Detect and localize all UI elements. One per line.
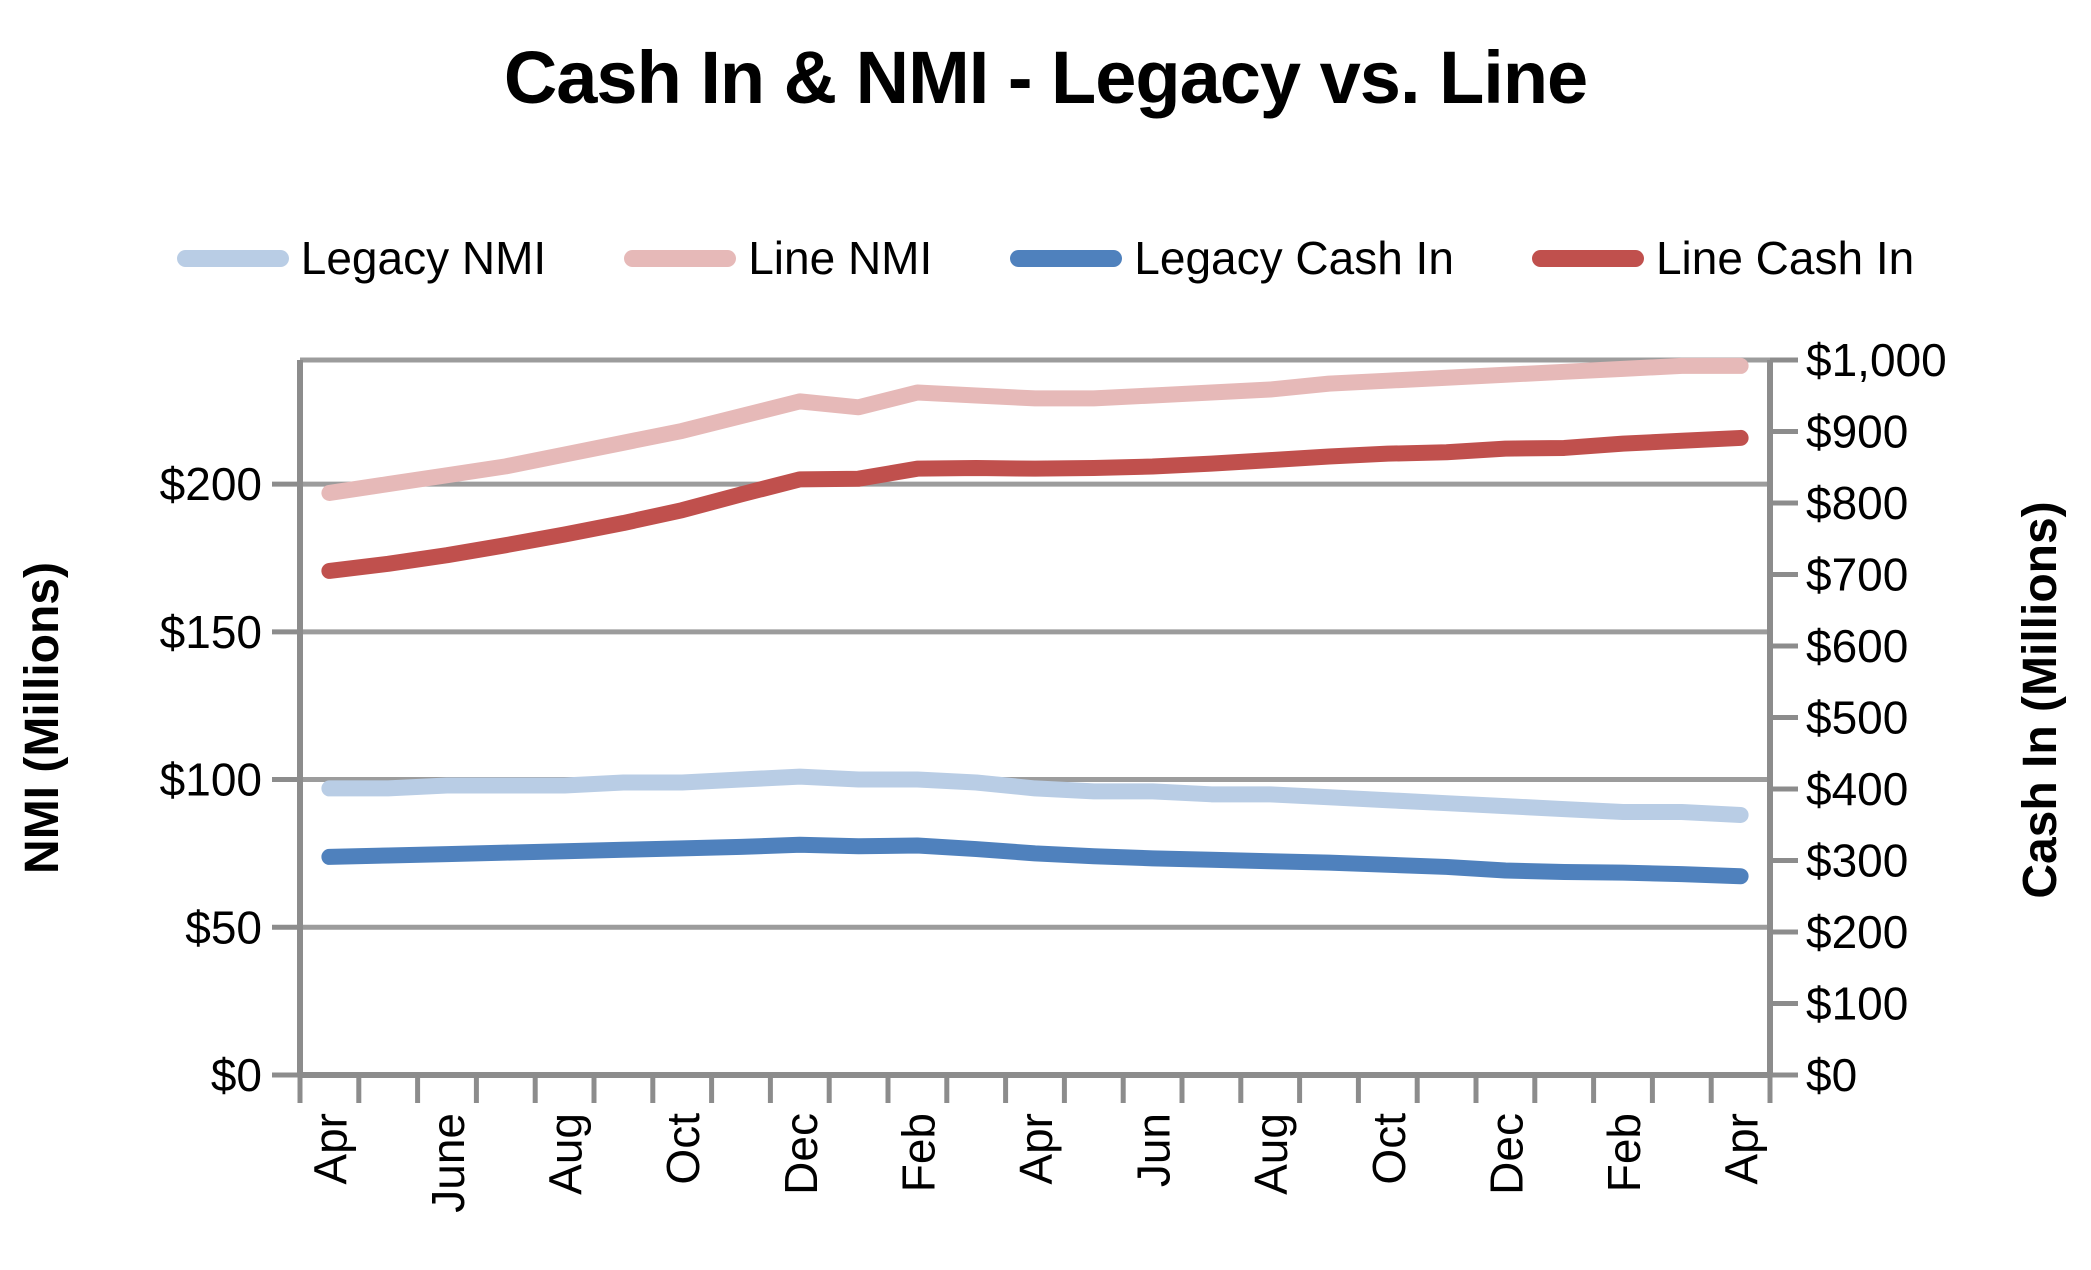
legend-marker-legacy-nmi bbox=[176, 249, 289, 267]
right-tick-label-600: $600 bbox=[1806, 620, 1908, 672]
legend-item-legacy-cash-in: Legacy Cash In bbox=[1010, 231, 1454, 285]
x-tick-label-12: Apr bbox=[1010, 1113, 1062, 1185]
legend-label: Line Cash In bbox=[1655, 232, 1915, 284]
right-tick-label-100: $100 bbox=[1806, 978, 1908, 1030]
left-tick-label-0: $0 bbox=[211, 1049, 262, 1101]
x-tick-label-20: Dec bbox=[1480, 1113, 1532, 1195]
x-tick-label-10: Feb bbox=[892, 1113, 944, 1192]
legend-item-line-cash-in: Line Cash In bbox=[1531, 231, 1915, 285]
axes-layer bbox=[272, 357, 1798, 1103]
right-tick-label-1000: $1,000 bbox=[1806, 334, 1947, 386]
x-tick-label-24: Apr bbox=[1716, 1113, 1768, 1185]
chart-legend: Legacy NMI Line NMI Legacy Cash In Line Cas… bbox=[0, 218, 2091, 298]
left-axis-title: NMI (Millions) bbox=[16, 562, 69, 874]
x-tick-label-18: Oct bbox=[1363, 1113, 1415, 1185]
left-tick-label-100: $100 bbox=[160, 754, 262, 806]
x-tick-label-8: Dec bbox=[775, 1113, 827, 1195]
legend-item-line-nmi: Line NMI bbox=[624, 231, 932, 285]
right-tick-label-300: $300 bbox=[1806, 835, 1908, 887]
x-tick-label-16: Aug bbox=[1245, 1113, 1297, 1195]
legend-label: Legacy NMI bbox=[300, 232, 547, 284]
chart-title: Cash In & NMI - Legacy vs. Line bbox=[503, 35, 1588, 119]
left-tick-label-150: $150 bbox=[160, 606, 262, 658]
right-tick-label-700: $700 bbox=[1806, 549, 1908, 601]
right-axis-title: Cash In (Millions) bbox=[2014, 501, 2067, 898]
right-tick-label-200: $200 bbox=[1806, 906, 1908, 958]
legend-marker-line-cash-in bbox=[1531, 249, 1644, 267]
series-line-line-nmi bbox=[321, 357, 1749, 501]
series-line-legacy-cash-in bbox=[321, 836, 1749, 885]
legend-item-legacy-nmi: Legacy NMI bbox=[176, 231, 547, 285]
right-tick-label-400: $400 bbox=[1806, 763, 1908, 815]
x-tick-label-22: Feb bbox=[1598, 1113, 1650, 1192]
series-line-line-cash-in bbox=[321, 429, 1749, 579]
left-tick-label-200: $200 bbox=[160, 458, 262, 510]
x-tick-label-4: Aug bbox=[540, 1113, 592, 1195]
axis-labels-layer: $0 $50 $100 $150 $200 $0 $100 $200 $300 $400 $500 $… bbox=[160, 334, 1947, 1213]
right-tick-label-800: $800 bbox=[1806, 477, 1908, 529]
right-tick-label-500: $500 bbox=[1806, 692, 1908, 744]
series-line-legacy-nmi bbox=[321, 768, 1749, 823]
right-tick-label-900: $900 bbox=[1806, 406, 1908, 458]
legend-marker-line-nmi bbox=[624, 249, 737, 267]
series-layer bbox=[321, 357, 1749, 885]
legend-label: Line NMI bbox=[748, 232, 933, 284]
left-tick-label-50: $50 bbox=[185, 901, 262, 953]
x-tick-label-2: June bbox=[422, 1113, 474, 1213]
x-tick-label-0: Apr bbox=[304, 1113, 356, 1185]
right-tick-label-0: $0 bbox=[1806, 1049, 1857, 1101]
x-tick-label-14: Jun bbox=[1128, 1113, 1180, 1187]
x-tick-label-6: Oct bbox=[657, 1113, 709, 1185]
legend-marker-legacy-cash-in bbox=[1010, 249, 1123, 267]
legend-label: Legacy Cash In bbox=[1134, 232, 1454, 284]
